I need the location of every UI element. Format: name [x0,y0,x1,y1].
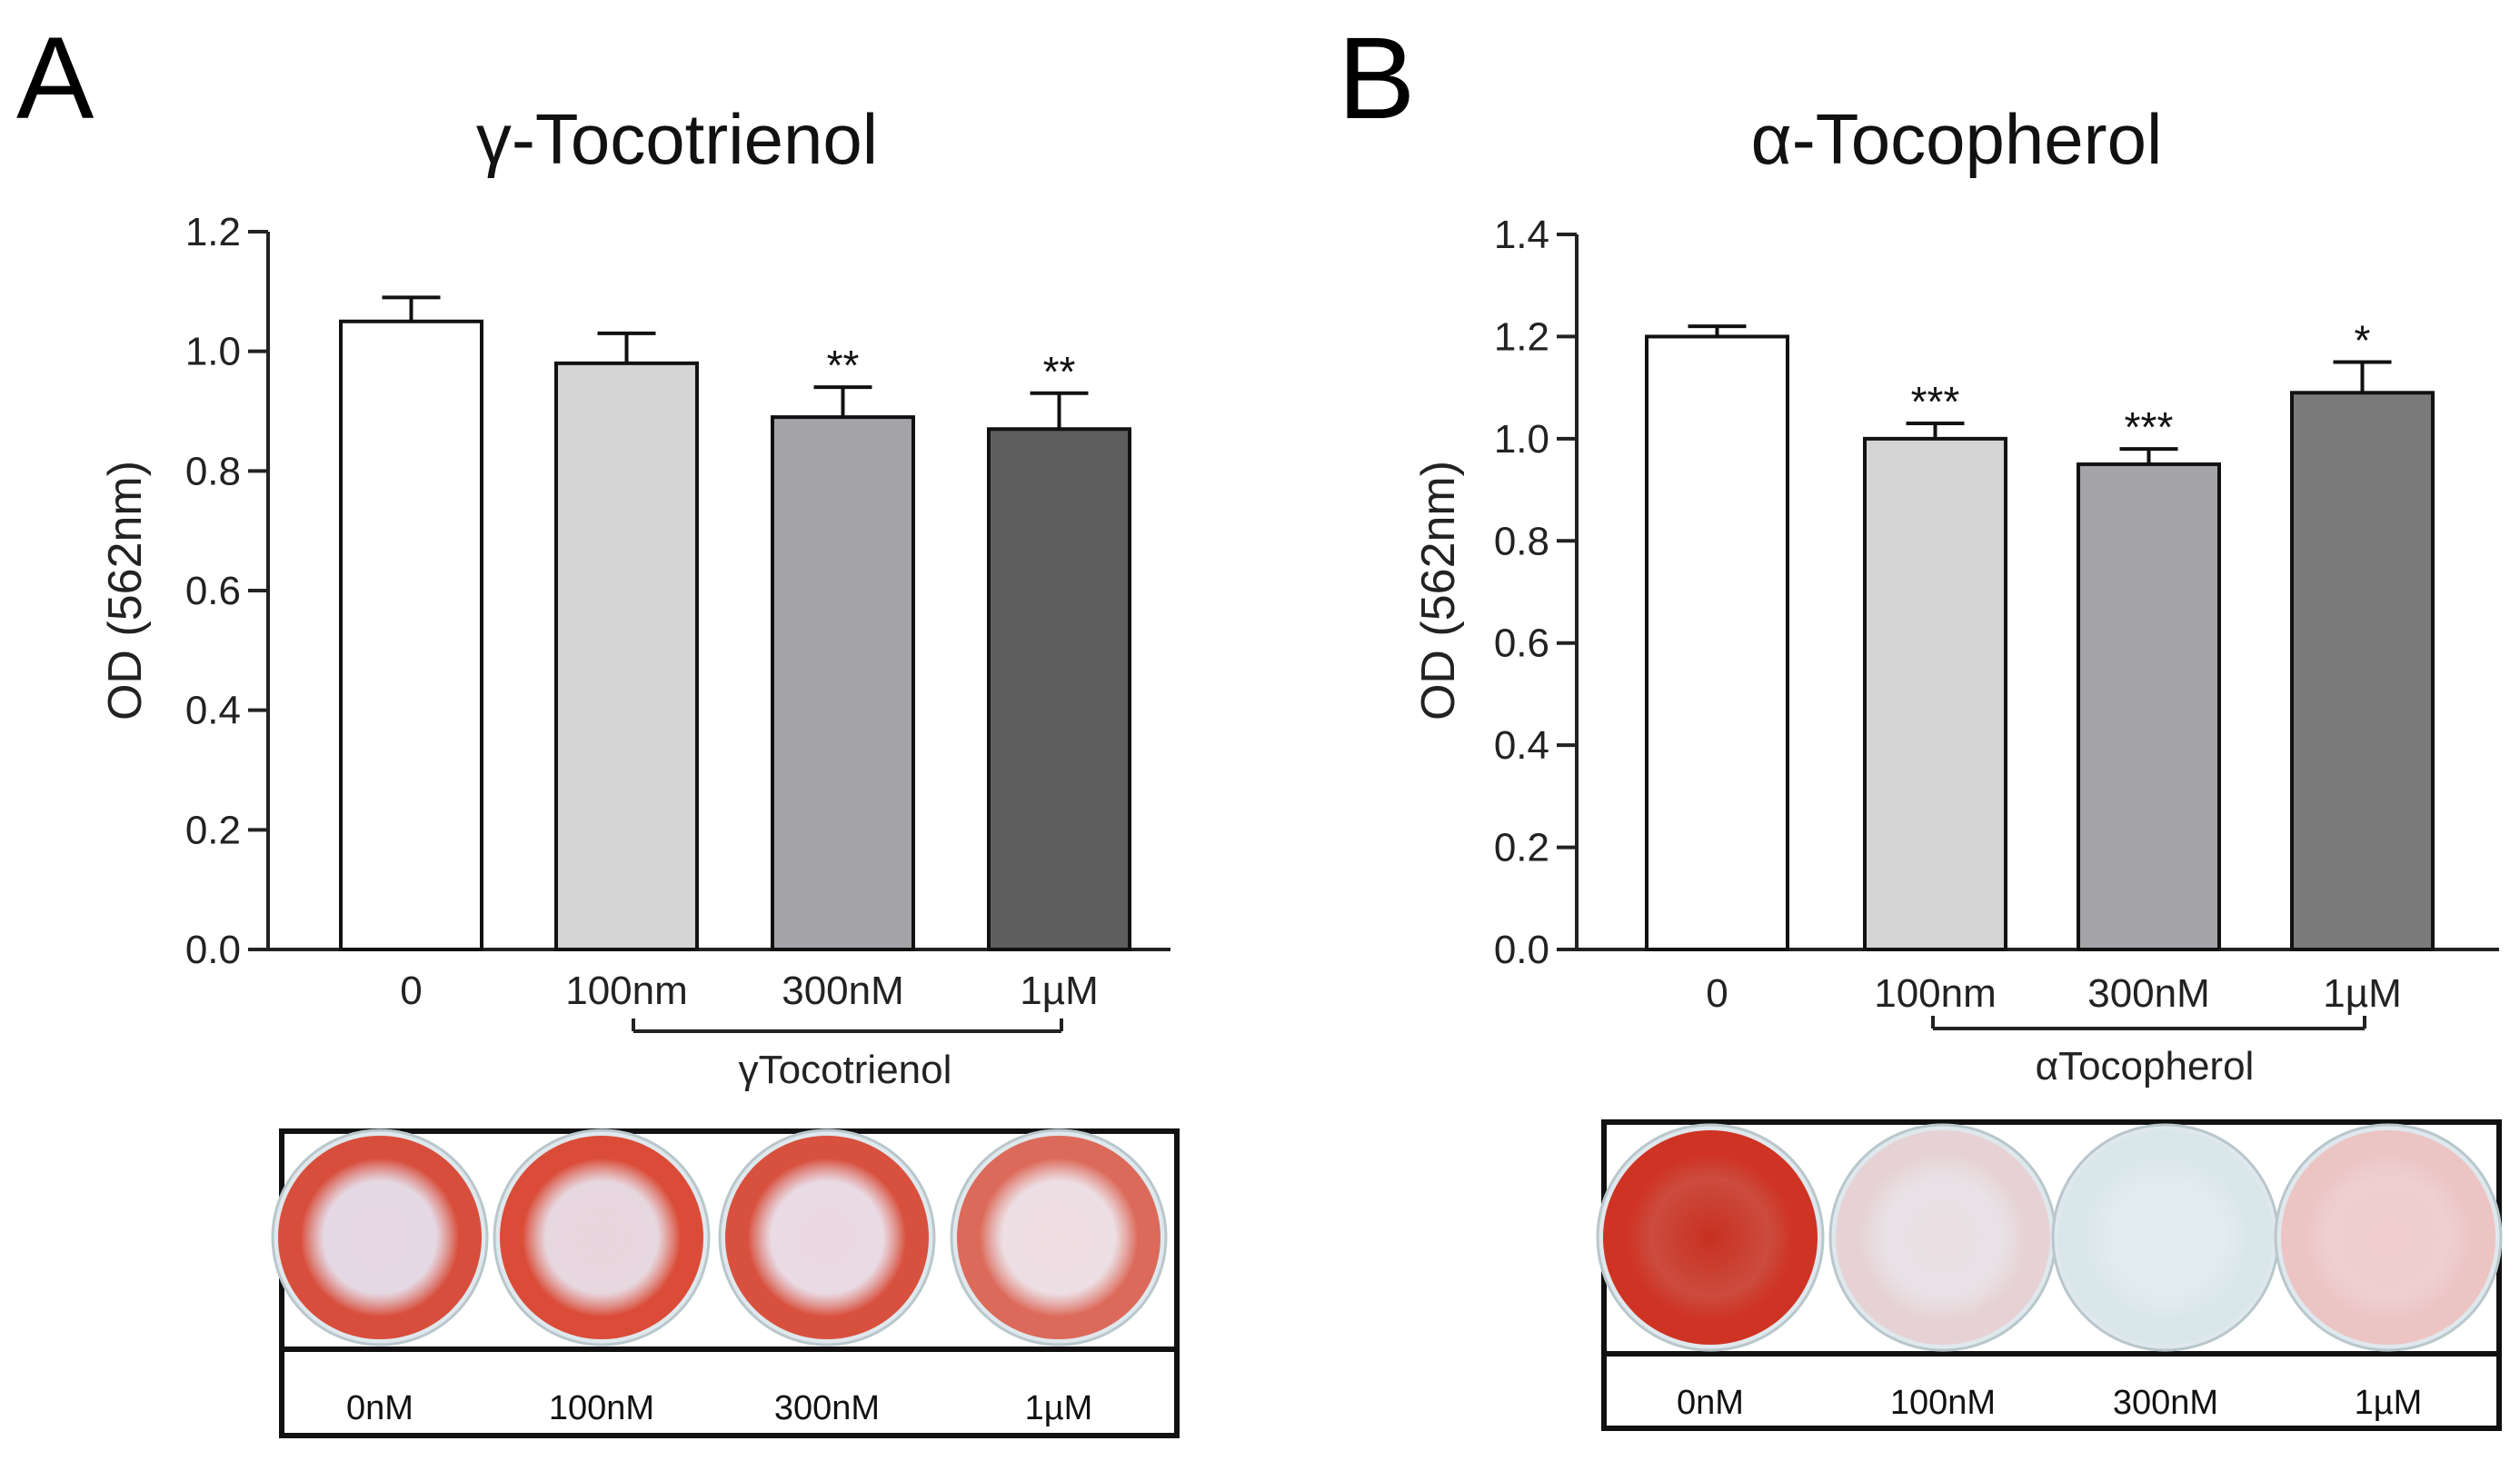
panel-b-well [2058,1130,2273,1345]
panel-a-y-tick-label: 0.6 [185,569,241,613]
panel-b-y-tick-label: 1.2 [1494,314,1549,359]
panel-b-y-tick-label: 1.4 [1494,213,1549,257]
panel-a-plot: 0.0 0.2 0.4 0.6 0.8 1.0 1.2 0 100nm 300nM ** 1µM ** [185,210,1170,1033]
panel-b-y-tick-label: 1.0 [1494,417,1549,462]
panel-b-bar [1863,436,2007,952]
panel-a-plate-label: 1µM [1025,1389,1093,1427]
panel-b-letter: B [1338,14,1415,144]
panel-a-plate-label-frame [279,1347,1180,1438]
panel-a-well [278,1136,482,1339]
panel-b-title: α-Tocopherol [1751,99,2163,179]
panel-a-y-tick-label: 0.4 [185,689,241,733]
panel-a-plate-label: 300nM [774,1389,880,1427]
panel-a-letter: A [16,14,95,144]
panel-a-y-tick-label: 0.0 [185,928,241,972]
panel-b-bar [2077,462,2221,951]
panel-a-bar [987,427,1131,951]
panel-b-significance-label: *** [1911,378,1960,425]
panel-a-well [725,1136,929,1339]
panel-b-plot: 0.00.20.40.60.81.01.21.40 100nm***300nM**… [1494,213,2499,1030]
panel-a-y-tick-label: 1.0 [185,330,241,374]
panel-a-well [500,1136,703,1339]
panel-a-significance-label: ** [827,342,860,389]
panel-b-x-tick-label: 100nm [1874,971,1997,1016]
panel-b-well [1836,1130,2050,1345]
panel-a-y-tick-label: 0.2 [185,808,241,852]
panel-a-x-tick-label: 100nm [565,969,688,1013]
panel-a-title: γ-Tocotrienol [476,99,878,179]
panel-b-plate-label: 300nM [2113,1384,2218,1422]
panel-b-x-tick-label: 0 [1706,971,1728,1016]
panel-b-y-tick-label: 0.2 [1494,826,1549,870]
panel-b-x-tick-label: 300nM [2087,971,2210,1016]
panel-b-y-tick-label: 0.6 [1494,621,1549,666]
panel-b-y-tick-label: 0.0 [1494,928,1549,972]
panel-b-plate-label: 100nM [1890,1384,1996,1422]
panel-a-significance-label: ** [1043,348,1076,395]
panel-b-well [1603,1130,1818,1345]
panel-a-bar [554,361,699,952]
panel-b-wells [1596,1123,2503,1352]
panel-a-well [957,1136,1160,1339]
panel-b-well [2281,1130,2495,1345]
panel-a-plate-label: 100nM [549,1389,654,1427]
panel-b-plate-label: 1µM [2355,1384,2423,1422]
panel-a-y-tick-label: 1.2 [185,210,241,254]
panel-b-y-tick-label: 0.8 [1494,519,1549,563]
panel-a-bar [771,415,915,952]
panel-b-y-axis-label: OD (562nm) [1412,461,1465,721]
panel-a-plate-label: 0nM [346,1389,413,1427]
panel-b-significance-label: * [2355,317,2371,364]
panel-a-y-tick-label: 0.8 [185,449,241,493]
panel-a-x-tick-label: 0 [400,969,422,1013]
panel-a-wells [271,1128,1168,1347]
panel-a-y-axis-label: OD (562nm) [99,461,152,721]
panel-b-plate-label-frame [1601,1351,2502,1431]
panel-a-group-label: γTocotrienol [739,1048,952,1092]
panel-b-plate-label: 0nM [1677,1384,1744,1422]
panel-b-x-tick-label: 1µM [2323,971,2401,1016]
panel-a-x-tick-label: 1µM [1020,969,1098,1013]
panel-a-bar [339,319,483,951]
panel-b-bar [1645,334,1789,951]
panel-b-group-label: αTocopherol [2036,1044,2255,1088]
panel-a-x-tick-label: 300nM [782,969,904,1013]
panel-b-bar [2290,391,2435,951]
panel-b-significance-label: *** [2125,403,2174,451]
panel-b-y-tick-label: 0.4 [1494,723,1549,768]
